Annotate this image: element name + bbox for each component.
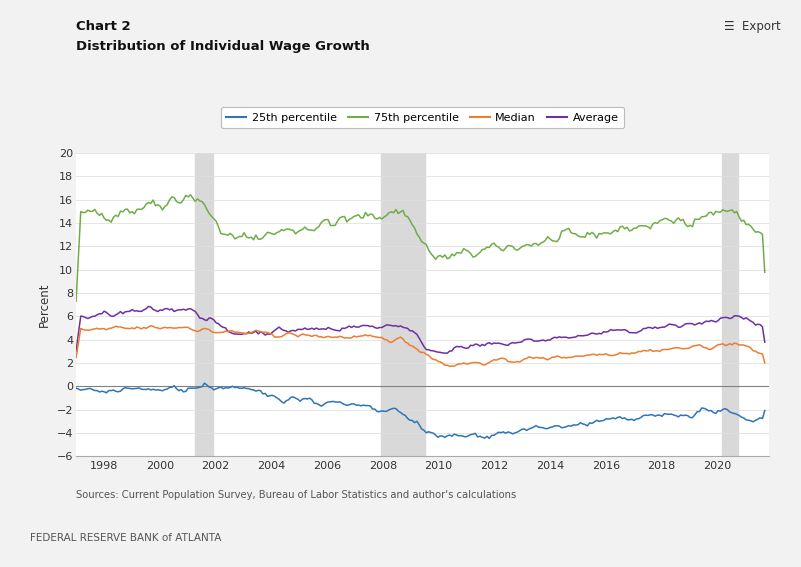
Legend: 25th percentile, 75th percentile, Median, Average: 25th percentile, 75th percentile, Median… (221, 107, 624, 128)
Y-axis label: Percent: Percent (38, 282, 51, 327)
Bar (723, 153, 739, 456)
Text: Chart 2: Chart 2 (76, 20, 131, 33)
Text: Distribution of Individual Wage Growth: Distribution of Individual Wage Growth (76, 40, 370, 53)
Bar (380, 153, 425, 456)
Text: FEDERAL RESERVE BANK of ATLANTA: FEDERAL RESERVE BANK of ATLANTA (30, 534, 222, 543)
Bar (195, 153, 213, 456)
Text: Sources: Current Population Survey, Bureau of Labor Statistics and author's calc: Sources: Current Population Survey, Bure… (76, 490, 517, 501)
Text: ☰  Export: ☰ Export (724, 20, 781, 33)
